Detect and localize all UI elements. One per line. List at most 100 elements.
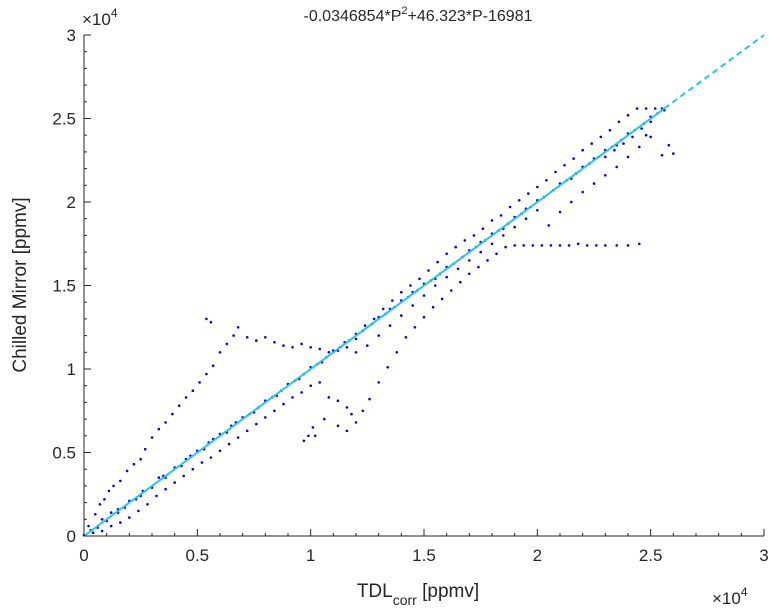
data-point [368,397,371,401]
data-point [649,120,652,124]
y-tick-label: 2 [67,193,76,212]
data-point [146,503,149,506]
data-point [604,244,607,247]
data-point [635,107,639,110]
data-point [318,347,322,351]
data-point [291,346,294,349]
data-point [100,518,104,521]
data-point [479,250,483,254]
data-point [307,434,310,438]
x-axis-label-unit: [ppmv] [417,581,479,602]
data-point [200,461,204,464]
x-tick-label: 3 [759,546,768,565]
data-point [109,524,113,528]
data-point [592,182,596,185]
data-point [218,351,222,354]
data-point [191,467,195,471]
data-point [454,245,458,249]
data-point [413,326,417,329]
data-point [436,260,439,264]
data-point [640,127,643,130]
data-point [599,135,603,139]
data-point [404,336,408,339]
data-point [209,456,213,459]
data-point [468,259,471,262]
data-point [486,259,489,262]
y-tick-label: 3 [67,26,76,45]
data-point [499,214,503,217]
data-point [245,429,249,433]
x-tick-label: 1 [306,546,315,565]
data-point [98,503,102,506]
data-point [218,449,222,453]
data-point [604,174,607,177]
data-point [626,244,630,247]
data-point [638,242,641,246]
data-point [638,145,641,149]
data-point [273,341,276,344]
data-point [372,317,376,321]
data-point [236,326,240,329]
data-point [205,372,208,376]
data-point [139,457,142,461]
data-point [504,245,507,249]
data-point [345,429,349,433]
data-point [400,290,403,294]
data-point [291,396,294,399]
data-point [361,409,365,413]
data-point [660,153,664,157]
data-point [254,339,258,342]
data-point [300,391,303,394]
data-point [198,381,201,384]
data-point [513,244,516,247]
y-axis-label: Chilled Mirror [ppmv] [10,197,31,372]
y-axis-multiplier-exponent: 4 [111,6,118,20]
fit-lines [83,34,765,537]
data-point [282,344,285,347]
data-point [103,498,106,501]
data-point [350,412,353,416]
data-point [502,234,505,237]
data-point [554,170,557,174]
data-point [411,304,415,307]
data-point [177,404,181,408]
x-tick-label: 2 [533,546,542,565]
data-point [345,346,349,349]
data-point [309,346,313,349]
data-point [225,342,229,346]
data-point [157,476,161,479]
data-point [570,200,573,204]
data-point [171,412,174,416]
data-point [100,529,104,533]
data-point [336,399,340,403]
data-point [87,524,90,528]
y-tick-label: 1 [67,360,76,379]
data-point [391,299,394,302]
data-point [613,148,616,152]
data-point [545,179,548,182]
data-point [363,324,367,327]
data-point [336,424,340,428]
data-point [572,157,575,160]
data-point [366,344,369,347]
data-point [227,442,231,446]
data-point [456,267,460,271]
data-point [422,294,426,297]
chart-title: -0.0346854*P2+46.323*P-16981 [304,5,533,25]
data-point [211,364,215,368]
y-tick-label: 2.5 [52,110,76,129]
data-point [558,244,562,247]
chart-title-rest: +46.323*P-16981 [407,8,532,25]
data-point [323,417,326,421]
data-point [309,384,313,388]
y-axis-multiplier: ×104 [82,6,118,29]
data-point [327,396,331,399]
data-point [109,511,113,514]
data-point [459,280,462,284]
data-point [125,469,129,473]
x-axis-multiplier: ×104 [712,585,748,608]
data-point [182,474,185,478]
data-point [345,406,349,409]
data-point [549,244,553,247]
